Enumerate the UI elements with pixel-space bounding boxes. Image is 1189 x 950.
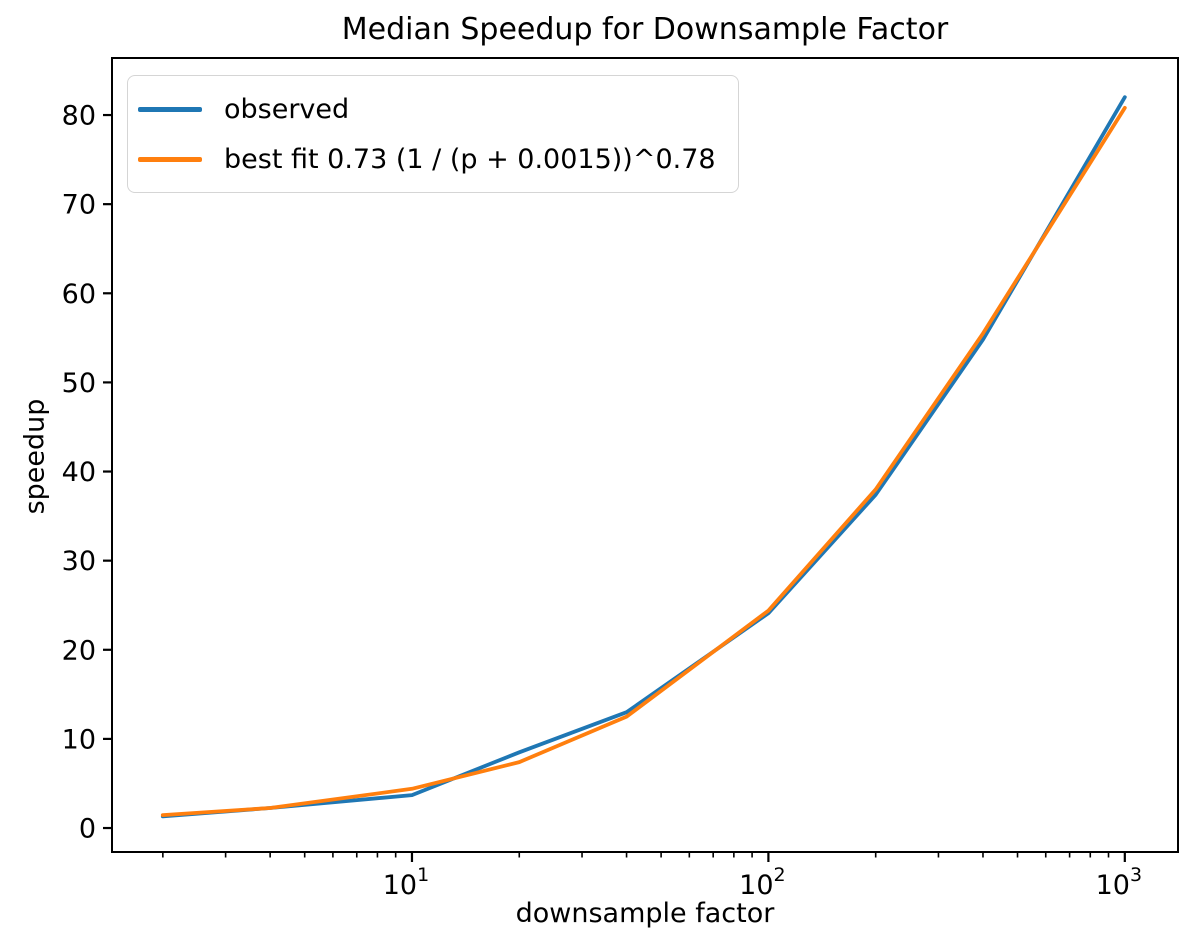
x-tick-label: 101: [383, 864, 429, 901]
legend: observed best fit 0.73 (1 / (p + 0.0015)…: [127, 75, 739, 193]
y-tick-label: 10: [62, 724, 96, 755]
observed-line-swatch: [138, 106, 202, 112]
best-fit-line: [160, 106, 1127, 817]
y-tick-label: 50: [62, 368, 96, 399]
x-axis-label: downsample factor: [515, 898, 775, 929]
y-tick-label: 20: [62, 635, 96, 666]
y-tick-label: 70: [62, 190, 96, 221]
y-tick-label: 60: [62, 279, 96, 310]
y-tick-label: 40: [62, 457, 96, 488]
best-fit-line-swatch: [138, 156, 202, 162]
y-tick-label: 0: [79, 814, 96, 845]
chart-title: Median Speedup for Downsample Factor: [341, 12, 949, 47]
x-tick-label: 102: [739, 864, 785, 901]
y-axis-label: speedup: [19, 398, 51, 515]
legend-entry-observed: observed: [138, 84, 716, 134]
plot-spines: [111, 57, 1179, 853]
y-tick-label: 80: [62, 101, 96, 132]
y-axis-ticks: 0 10 20 30 40 50 60 70 80: [62, 101, 112, 845]
legend-label-best-fit: best fit 0.73 (1 / (p + 0.0015))^0.78: [224, 143, 716, 175]
legend-label-observed: observed: [224, 93, 350, 125]
x-tick-label: 103: [1096, 864, 1142, 901]
y-tick-label: 30: [62, 546, 96, 577]
observed-line: [160, 95, 1127, 819]
x-axis-ticks: 101 102 103: [162, 852, 1142, 901]
legend-entry-best-fit: best fit 0.73 (1 / (p + 0.0015))^0.78: [138, 134, 716, 184]
